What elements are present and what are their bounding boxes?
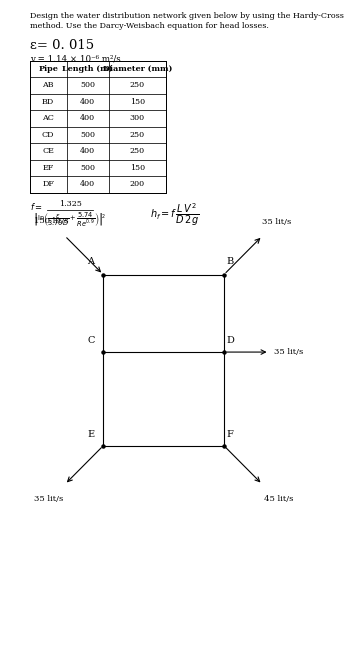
Text: 250: 250 [130, 81, 145, 89]
Text: 150 lit/s: 150 lit/s [34, 217, 68, 225]
Text: BD: BD [42, 98, 54, 106]
Text: 300: 300 [130, 114, 145, 122]
Text: $h_f = f\,\dfrac{L\,V^2}{D\,2g}$: $h_f = f\,\dfrac{L\,V^2}{D\,2g}$ [150, 201, 200, 228]
Text: CE: CE [42, 147, 54, 155]
Text: 35 lit/s: 35 lit/s [262, 218, 291, 225]
Text: AB: AB [42, 81, 54, 89]
Bar [30, 61, 166, 193]
Text: method. Use the Darcy-Weisbach equation for head losses.: method. Use the Darcy-Weisbach equation … [30, 22, 269, 30]
Text: Pipe: Pipe [38, 65, 58, 73]
Text: 400: 400 [80, 114, 95, 122]
Text: Diameter (mm): Diameter (mm) [103, 65, 172, 73]
Text: F: F [227, 430, 234, 439]
Text: ε= 0. 015: ε= 0. 015 [30, 39, 94, 52]
Text: 35 lit/s: 35 lit/s [34, 495, 64, 503]
Text: DF: DF [42, 180, 54, 188]
Text: E: E [88, 430, 94, 439]
Text: C: C [87, 336, 95, 345]
Text: 200: 200 [130, 180, 145, 188]
Text: 250: 250 [130, 147, 145, 155]
Text: B: B [227, 257, 234, 266]
Text: 1.325: 1.325 [58, 200, 82, 208]
Text: 400: 400 [80, 180, 95, 188]
Text: EF: EF [42, 164, 54, 172]
Text: CD: CD [42, 131, 54, 139]
Text: A: A [88, 257, 94, 266]
Text: 500: 500 [80, 131, 95, 139]
Text: 400: 400 [80, 98, 95, 106]
Text: Length (m): Length (m) [62, 65, 113, 73]
Text: $f =$: $f =$ [30, 201, 42, 212]
Text: 45 lit/s: 45 lit/s [264, 495, 293, 503]
Text: $\left|\ln\!\left(\dfrac{\varepsilon}{3.70\,D}+\dfrac{5.74}{Re^{0.9}}\right)\rig: $\left|\ln\!\left(\dfrac{\varepsilon}{3.… [33, 211, 107, 229]
Text: 35 lit/s: 35 lit/s [274, 348, 303, 356]
Text: 150: 150 [130, 98, 145, 106]
Text: AC: AC [42, 114, 54, 122]
Text: Design the water distribution network given below by using the Hardy-Cross: Design the water distribution network gi… [30, 12, 344, 20]
Text: 500: 500 [80, 164, 95, 172]
Text: 400: 400 [80, 147, 95, 155]
Text: 250: 250 [130, 131, 145, 139]
Text: v = 1.14 × 10⁻⁶ m²/s: v = 1.14 × 10⁻⁶ m²/s [30, 54, 120, 63]
Text: 150: 150 [130, 164, 145, 172]
Text: D: D [226, 336, 234, 345]
Text: 500: 500 [80, 81, 95, 89]
